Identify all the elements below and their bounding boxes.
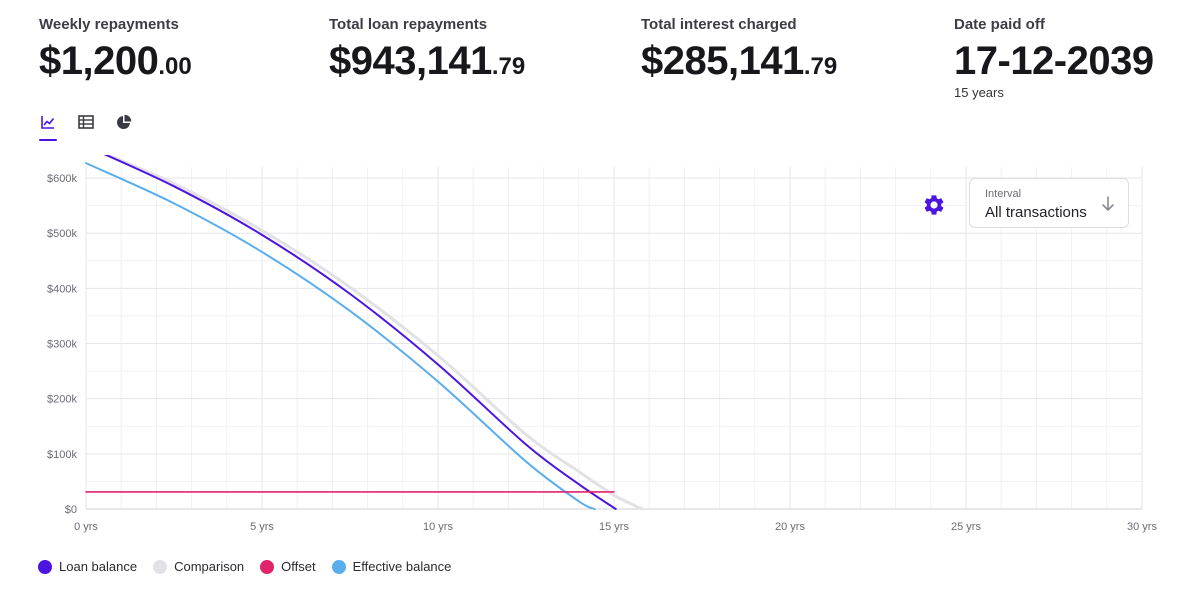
series-line-comparison	[103, 155, 644, 511]
chart-settings-button[interactable]	[922, 193, 946, 217]
date-paid-off-stat: Date paid off 17-12-2039 15 years	[954, 16, 1154, 100]
interval-label: Interval	[985, 188, 1022, 200]
legend-item-effective-balance[interactable]: Effective balance	[331, 559, 452, 574]
comparison-swatch	[153, 559, 168, 574]
table-icon	[78, 115, 94, 129]
legend-label-effective-balance: Effective balance	[352, 559, 452, 574]
y-tick-label: $600k	[47, 173, 77, 185]
legend-label-offset: Offset	[281, 559, 316, 574]
view-toggle	[38, 112, 134, 141]
total-repayments-stat: Total loan repayments $943,141.79	[329, 16, 525, 89]
chart-legend: Loan balance Comparison Offset Effective…	[38, 559, 451, 574]
y-tick-label: $0	[65, 504, 77, 516]
x-tick-label: 20 yrs	[775, 521, 805, 533]
pie-chart-icon	[117, 114, 132, 129]
effective-balance-swatch	[331, 559, 346, 574]
offset-swatch	[260, 559, 275, 574]
y-tick-label: $400k	[47, 283, 77, 295]
total-repayments-value: $943,141.79	[329, 39, 525, 89]
legend-item-comparison[interactable]: Comparison	[153, 559, 244, 574]
weekly-repayments-value: $1,200.00	[39, 39, 192, 89]
arrow-down-icon	[1102, 196, 1114, 211]
total-interest-cents: .79	[803, 53, 838, 80]
x-tick-label: 30 yrs	[1127, 521, 1157, 533]
line-chart-view-button[interactable]	[38, 112, 58, 141]
interval-value: All transactions	[985, 204, 1087, 221]
series-line-effective-balance	[85, 162, 596, 510]
weekly-repayments-stat: Weekly repayments $1,200.00	[39, 16, 192, 89]
weekly-repayments-dollars: $1,200	[39, 39, 159, 83]
x-tick-label: 10 yrs	[423, 521, 453, 533]
interval-dropdown[interactable]: Interval All transactions	[969, 178, 1129, 228]
x-tick-label: 15 yrs	[599, 521, 629, 533]
y-tick-label: $500k	[47, 228, 77, 240]
loan-balance-swatch	[38, 559, 52, 574]
legend-item-loan-balance[interactable]: Loan balance	[38, 559, 137, 574]
total-interest-label: Total interest charged	[641, 16, 797, 33]
date-paid-off-value: 17-12-2039	[954, 39, 1154, 83]
pie-chart-view-button[interactable]	[114, 112, 134, 132]
y-tick-label: $200k	[47, 394, 77, 406]
x-tick-label: 25 yrs	[951, 521, 981, 533]
total-repayments-dollars: $943,141	[329, 39, 492, 83]
y-tick-label: $100k	[47, 449, 77, 461]
total-interest-dollars: $285,141	[641, 39, 804, 83]
total-interest-value: $285,141.79	[641, 39, 837, 89]
line-chart-icon	[41, 116, 55, 129]
total-interest-stat: Total interest charged $285,141.79	[641, 16, 837, 89]
total-repayments-cents: .79	[491, 53, 526, 80]
legend-label-loan-balance: Loan balance	[59, 559, 138, 574]
x-tick-label: 5 yrs	[250, 521, 274, 533]
loan-balance-chart: $0 $100k $200k $300k $400k $500k $600k 0 yrs 5 y…	[47, 155, 1157, 533]
table-view-button[interactable]	[76, 112, 96, 132]
y-tick-label: $300k	[47, 339, 77, 351]
total-repayments-label: Total loan repayments	[329, 16, 488, 33]
legend-label-comparison: Comparison	[174, 559, 245, 574]
loan-term-text: 15 years	[954, 85, 1004, 100]
gear-icon	[924, 195, 944, 215]
date-paid-off-label: Date paid off	[954, 16, 1045, 33]
x-tick-label: 0 yrs	[74, 521, 98, 533]
legend-item-offset[interactable]: Offset	[260, 559, 316, 574]
weekly-repayments-cents: .00	[158, 53, 192, 80]
weekly-repayments-label: Weekly repayments	[39, 16, 179, 33]
series-line-loan-balance	[103, 155, 617, 510]
